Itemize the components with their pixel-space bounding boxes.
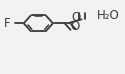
Text: O: O: [70, 20, 79, 33]
Text: O: O: [72, 11, 81, 24]
Text: H₂O: H₂O: [97, 9, 120, 22]
Text: F: F: [4, 17, 11, 30]
